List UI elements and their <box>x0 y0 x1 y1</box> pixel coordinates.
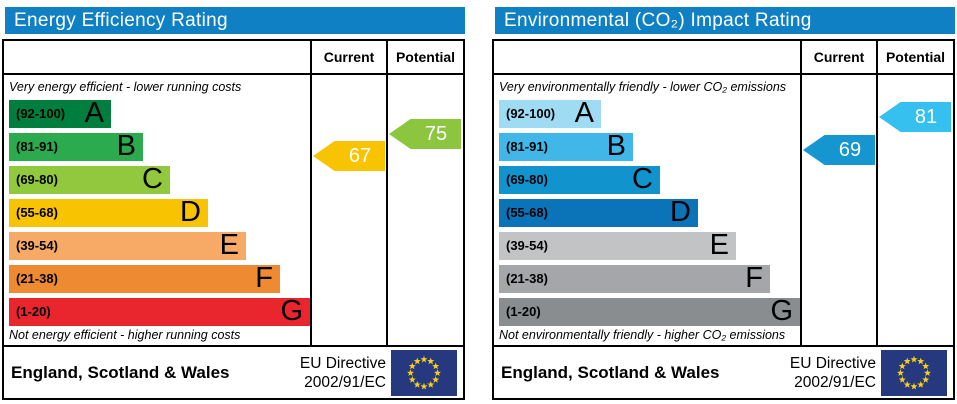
band-letter: E <box>219 229 239 261</box>
band-range-label: (21-38) <box>16 271 58 286</box>
band-letter: B <box>116 130 136 162</box>
column-divider <box>386 41 388 347</box>
band-letter: A <box>84 97 104 129</box>
band-letter: A <box>574 97 594 129</box>
eu-directive-label: EU Directive 2002/91/EC <box>299 355 386 391</box>
band-range-label: (55-68) <box>506 205 548 220</box>
band-b: (81-91) B <box>9 130 143 162</box>
band-range-label: (69-80) <box>16 172 58 187</box>
potential-rating-value: 75 <box>424 123 448 145</box>
band-letter: F <box>745 262 763 294</box>
environmental-impact-panel: Environmental (CO₂) Impact Rating Curren… <box>490 0 957 404</box>
band-letter: G <box>280 295 303 327</box>
band-e: (39-54) E <box>499 229 736 261</box>
column-divider <box>800 41 802 347</box>
band-range-label: (69-80) <box>506 172 548 187</box>
band-range-label: (92-100) <box>16 106 66 121</box>
band-letter: B <box>606 130 626 162</box>
band-letter: C <box>142 163 163 195</box>
column-divider <box>876 41 878 347</box>
top-note: Very energy efficient - lower running co… <box>9 80 242 94</box>
footer-row-divider <box>4 345 463 347</box>
band-range-label: (39-54) <box>16 238 58 253</box>
eu-directive-label: EU Directive 2002/91/EC <box>789 355 876 391</box>
current-rating-value: 67 <box>348 145 372 167</box>
band-range-label: (39-54) <box>506 238 548 253</box>
band-e: (39-54) E <box>9 229 246 261</box>
band-letter: G <box>770 295 793 327</box>
band-letter: E <box>709 229 729 261</box>
band-f: (21-38) F <box>499 262 770 294</box>
energy-panel-title: Energy Efficiency Rating <box>14 10 228 31</box>
band-a: (92-100) A <box>499 97 601 129</box>
band-g: (1-20) G <box>499 295 800 327</box>
energy-rating-table: Current Potential Very energy efficient … <box>2 39 465 400</box>
band-c: (69-80) C <box>499 163 660 195</box>
current-rating-value: 69 <box>838 139 862 161</box>
band-d: (55-68) D <box>499 196 698 228</box>
band-g: (1-20) G <box>9 295 310 327</box>
footer-row: England, Scotland & Wales EU Directive 2… <box>4 347 463 398</box>
potential-column-header: Potential <box>885 49 946 65</box>
potential-rating-arrow: 81 <box>879 102 951 132</box>
footer-row-divider <box>494 345 953 347</box>
band-range-label: (81-91) <box>506 139 548 154</box>
band-b: (81-91) B <box>499 130 633 162</box>
band-a: (92-100) A <box>9 97 111 129</box>
environmental-rating-table: Current Potential Very environmentally f… <box>492 39 955 400</box>
energy-title-bar: Energy Efficiency Rating <box>5 7 465 34</box>
potential-rating-arrow: 75 <box>389 119 461 149</box>
current-column-header: Current <box>323 49 375 65</box>
bottom-note: Not energy efficient - higher running co… <box>9 328 241 342</box>
top-note: Very environmentally friendly - lower CO… <box>499 80 787 94</box>
current-rating-arrow: 67 <box>313 141 385 171</box>
band-letter: D <box>670 196 691 228</box>
environmental-title-bar: Environmental (CO₂) Impact Rating <box>495 7 955 34</box>
band-range-label: (21-38) <box>506 271 548 286</box>
header-row-divider <box>4 73 463 75</box>
band-range-label: (1-20) <box>16 304 51 319</box>
band-letter: D <box>180 196 201 228</box>
environmental-panel-title: Environmental (CO₂) Impact Rating <box>504 10 812 31</box>
current-column-header: Current <box>813 49 865 65</box>
eu-flag-icon <box>391 350 457 396</box>
potential-rating-value: 81 <box>914 106 938 128</box>
band-c: (69-80) C <box>9 163 170 195</box>
eu-flag-icon <box>881 350 947 396</box>
band-range-label: (55-68) <box>16 205 58 220</box>
region-label: England, Scotland & Wales <box>11 363 230 382</box>
energy-efficiency-panel: Energy Efficiency Rating Current Potenti… <box>0 0 467 404</box>
band-range-label: (92-100) <box>506 106 556 121</box>
column-divider <box>310 41 312 347</box>
band-letter: F <box>255 262 273 294</box>
header-row-divider <box>494 73 953 75</box>
band-f: (21-38) F <box>9 262 280 294</box>
current-rating-arrow: 69 <box>803 135 875 165</box>
band-d: (55-68) D <box>9 196 208 228</box>
region-label: England, Scotland & Wales <box>501 363 720 382</box>
band-letter: C <box>632 163 653 195</box>
band-range-label: (1-20) <box>506 304 541 319</box>
band-range-label: (81-91) <box>16 139 58 154</box>
potential-column-header: Potential <box>395 49 456 65</box>
bottom-note: Not environmentally friendly - higher CO… <box>499 328 786 342</box>
footer-row: England, Scotland & Wales EU Directive 2… <box>494 347 953 398</box>
